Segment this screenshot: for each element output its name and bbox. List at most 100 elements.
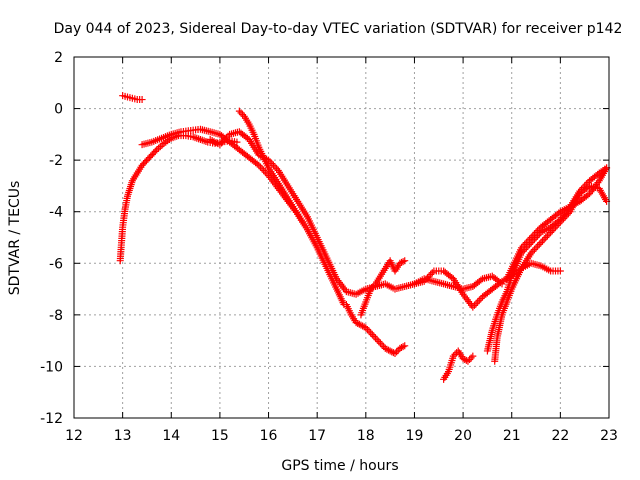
data-point <box>423 274 431 282</box>
data-point <box>273 165 281 173</box>
data-point <box>561 213 569 221</box>
data-point <box>464 357 472 365</box>
data-point <box>472 300 480 308</box>
data-point <box>477 295 485 303</box>
data-point <box>560 215 568 223</box>
data-point <box>218 139 226 147</box>
data-point <box>563 211 571 219</box>
data-point <box>221 136 229 144</box>
data-point <box>521 240 529 248</box>
data-point <box>365 327 373 335</box>
data-point <box>373 336 381 344</box>
y-tick-label: -12 <box>40 411 63 427</box>
data-point <box>496 279 504 287</box>
data-point <box>517 244 525 252</box>
x-tick-label: 18 <box>357 428 375 444</box>
data-point <box>537 239 545 247</box>
data-point <box>540 235 548 243</box>
data-point <box>535 240 543 248</box>
data-point <box>265 156 273 164</box>
x-tick-label: 12 <box>65 428 83 444</box>
data-point <box>397 344 405 352</box>
data-point <box>268 160 276 168</box>
data-point <box>352 319 360 327</box>
plot-frame <box>73 56 610 419</box>
data-point <box>376 339 384 347</box>
y-tick-label: 2 <box>54 50 63 66</box>
data-point <box>532 244 540 252</box>
y-tick-label: -6 <box>49 256 63 272</box>
data-point <box>550 225 558 233</box>
x-axis-label: GPS time / hours <box>281 458 398 474</box>
data-point <box>269 161 277 169</box>
data-point <box>383 345 391 353</box>
x-tick-label: 16 <box>260 428 278 444</box>
data-point <box>547 228 555 236</box>
data-point <box>138 96 146 104</box>
data-point <box>556 218 564 226</box>
data-point <box>363 325 371 333</box>
x-tick-label: 17 <box>308 428 326 444</box>
data-point <box>237 109 245 117</box>
data-point <box>253 160 261 168</box>
x-tick-label: 23 <box>600 428 618 444</box>
data-point <box>477 276 485 284</box>
data-point <box>475 296 483 304</box>
data-point <box>401 257 409 265</box>
data-point <box>529 247 537 255</box>
data-point <box>535 225 543 233</box>
data-point <box>368 283 376 291</box>
y-tick-label: -4 <box>49 205 63 221</box>
data-point <box>469 352 477 360</box>
data-point <box>354 319 362 327</box>
data-points <box>116 92 611 383</box>
data-point <box>370 282 378 290</box>
data-point <box>378 341 386 349</box>
data-point <box>357 321 365 329</box>
data-point <box>367 329 375 337</box>
data-point <box>534 242 542 250</box>
data-point <box>428 269 436 277</box>
data-point <box>271 163 279 171</box>
data-point <box>427 270 435 278</box>
x-tick-label: 20 <box>454 428 472 444</box>
series-track-rise-upper <box>503 164 611 283</box>
data-point <box>235 107 243 115</box>
series-track-late-a <box>440 347 477 383</box>
data-point <box>389 349 397 357</box>
data-point <box>449 352 457 360</box>
data-point <box>256 163 264 171</box>
x-tick-label: 19 <box>406 428 424 444</box>
x-tick-label: 15 <box>211 428 229 444</box>
data-point <box>239 111 247 119</box>
data-point <box>527 234 535 241</box>
data-point <box>399 343 407 351</box>
data-point <box>393 348 401 356</box>
data-point <box>526 235 534 243</box>
x-tick-label: 21 <box>503 428 521 444</box>
data-point <box>534 227 542 235</box>
series-track-mid <box>206 128 506 298</box>
y-tick-label: 0 <box>54 102 63 118</box>
data-point <box>368 331 376 339</box>
data-point <box>258 165 266 173</box>
data-point <box>539 237 547 245</box>
series-track-rise-steep <box>491 182 611 365</box>
data-point <box>543 232 551 240</box>
data-point <box>362 324 370 332</box>
data-point <box>422 276 430 284</box>
data-point <box>522 239 530 247</box>
data-point <box>459 355 467 363</box>
data-point <box>386 347 394 355</box>
data-point <box>470 301 478 309</box>
data-point <box>216 141 224 149</box>
data-point <box>375 338 383 346</box>
data-point <box>385 346 393 354</box>
data-point <box>474 298 482 306</box>
data-point <box>355 320 363 328</box>
data-point <box>556 267 564 275</box>
data-point <box>529 232 537 240</box>
y-axis: 2 0 -2 -4 -6 -8 -10 -12 <box>40 50 609 427</box>
data-point <box>372 334 380 342</box>
data-point <box>299 218 307 226</box>
